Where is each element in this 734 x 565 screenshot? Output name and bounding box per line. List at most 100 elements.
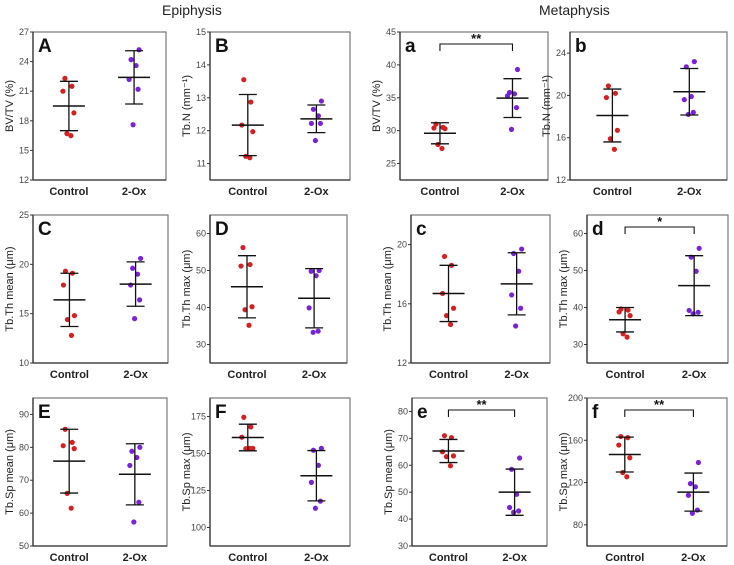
y-axis-label: Tb.Th mean (μm) [4, 246, 16, 331]
data-point-control [68, 332, 75, 338]
data-point-control [442, 126, 448, 132]
y-tick-label: 50 [196, 266, 206, 276]
panel-label: b [575, 36, 587, 57]
data-point-2-ox [136, 47, 142, 53]
data-point-2-ox [132, 316, 138, 322]
data-point-2-ox [312, 505, 318, 511]
data-point-control [69, 439, 75, 445]
data-point-2-ox [308, 120, 314, 127]
data-point-2-ox [127, 462, 133, 469]
y-tick-label: 100 [191, 523, 206, 533]
data-point-2-ox [306, 305, 312, 311]
x-category-label: 2-Ox [122, 186, 147, 198]
data-point-2-ox [511, 250, 517, 257]
data-point-control [68, 505, 74, 511]
panel-b: 12 16 20 24 Tb.N (mm⁻¹) b Control 2-Ox [541, 31, 728, 198]
y-tick-label: 90 [19, 409, 29, 419]
data-point-control [247, 445, 253, 451]
panel-label: A [38, 36, 52, 57]
data-point-2-ox [507, 504, 513, 511]
panel-label: C [38, 219, 52, 240]
y-tick-label: 50 [398, 487, 408, 497]
y-tick-label: 16 [397, 299, 407, 309]
plot-frame [411, 397, 548, 547]
data-point-control [605, 83, 611, 89]
y-tick-label: 20 [19, 259, 29, 269]
panel-label: e [417, 402, 428, 423]
data-point-control [441, 253, 448, 260]
y-tick-label: 40 [398, 514, 408, 524]
data-point-control [450, 305, 457, 311]
data-point-2-ox [685, 492, 692, 498]
y-tick-label: 27 [19, 27, 29, 37]
data-point-2-ox [131, 519, 137, 525]
panel-C: 10 15 20 25 Tb.Th mean (μm) C Control 2-Ox [4, 210, 169, 381]
panel-F: 100 125 150 175 Tb.Sp max (μm) F Control 2-Ox [181, 397, 351, 564]
data-point-2-ox [135, 271, 141, 277]
data-point-control [616, 309, 622, 315]
significance-label: ** [471, 31, 482, 46]
y-tick-label: 12 [19, 175, 29, 185]
significance-bracket [439, 43, 514, 51]
data-point-2-ox [516, 508, 522, 514]
y-tick-label: 25 [386, 159, 396, 169]
y-tick-label: 16 [556, 133, 566, 143]
y-tick-label: 24 [556, 48, 566, 58]
data-point-control [243, 446, 249, 452]
data-point-2-ox [519, 246, 525, 252]
data-point-control [603, 94, 609, 101]
data-point-2-ox [692, 484, 699, 490]
panel-label: D [215, 219, 229, 240]
panel-A: 12 15 18 21 24 27 BV/TV (%) A Control 2-Ox [4, 27, 167, 198]
x-category-label: 2-Ox [677, 186, 702, 198]
data-point-2-ox [513, 323, 519, 329]
data-point-control [443, 454, 450, 460]
y-tick-label: 12 [397, 358, 407, 368]
significance-bracket [624, 226, 695, 234]
x-category-label: Control [228, 186, 267, 198]
data-point-control [607, 136, 613, 142]
y-tick-label: 11 [197, 159, 206, 169]
data-point-control [627, 313, 633, 319]
y-axis-label: Tb.Sp mean (μm) [383, 429, 395, 515]
data-point-control [250, 129, 256, 135]
y-tick-label: 30 [573, 340, 583, 350]
data-point-control [240, 244, 246, 251]
panel-a: 25 30 35 40 45 BV/TV (%) a Control 2-Ox ** [371, 27, 549, 198]
data-point-control [248, 99, 254, 105]
x-category-label: Control [227, 369, 266, 381]
panel-label: a [405, 36, 416, 57]
data-point-2-ox [138, 255, 144, 262]
plot-frame [209, 397, 351, 547]
data-point-control [238, 263, 244, 269]
data-point-control [247, 155, 253, 161]
data-point-2-ox [313, 273, 319, 279]
x-category-label: 2-Ox [682, 369, 707, 381]
data-point-2-ox [128, 282, 134, 288]
y-tick-label: 60 [196, 229, 206, 239]
data-point-2-ox [130, 122, 136, 128]
data-point-2-ox [133, 62, 139, 69]
data-point-2-ox [315, 462, 321, 468]
data-point-control [246, 322, 252, 328]
y-axis-label: BV/TV (%) [4, 80, 16, 132]
plot-frame [209, 31, 351, 181]
panel-label: c [416, 219, 427, 240]
y-tick-label: 15 [196, 27, 206, 37]
data-point-2-ox [516, 268, 522, 274]
plot-frame [32, 214, 169, 364]
y-tick-label: 40 [196, 303, 206, 313]
data-point-control [241, 414, 247, 420]
data-point-control [62, 268, 69, 274]
data-point-2-ox [315, 113, 321, 119]
data-point-control [441, 433, 448, 439]
data-point-2-ox [695, 459, 702, 466]
y-tick-label: 18 [19, 116, 29, 126]
data-point-2-ox [514, 491, 520, 497]
significance-bracket [624, 409, 694, 417]
x-category-label: Control [50, 369, 89, 381]
y-tick-label: 200 [568, 393, 583, 403]
y-tick-label: 80 [573, 520, 583, 530]
y-tick-label: 12 [196, 126, 206, 136]
x-category-label: Control [228, 552, 267, 564]
